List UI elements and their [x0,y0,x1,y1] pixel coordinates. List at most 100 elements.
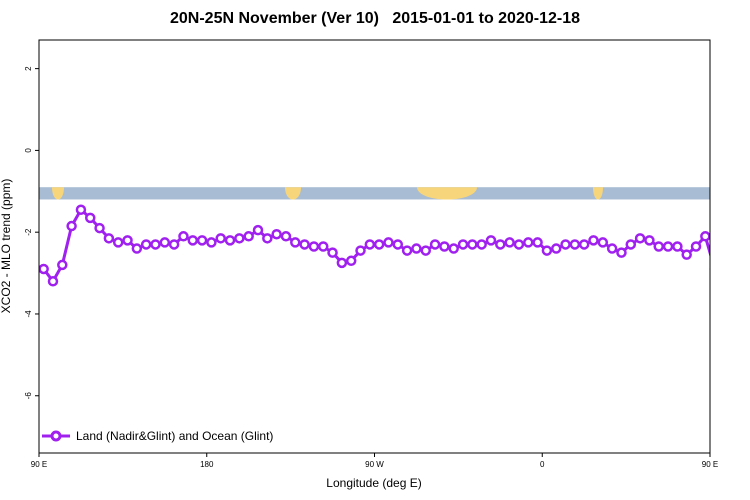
data-point [411,243,422,254]
data-point [401,245,413,256]
data-point [168,239,180,250]
data-point [299,239,310,250]
data-point [196,235,208,246]
y-tick-label: 2 [24,66,33,71]
map-strip-land [285,187,301,200]
data-point [85,212,96,224]
map-strip-ocean [39,187,710,200]
data-point [672,241,683,252]
data-point [569,239,581,250]
data-point [317,241,329,252]
data-point [681,249,692,260]
data-point [224,235,236,246]
map-strip-land [52,187,64,200]
world-map-strip [39,187,710,200]
data-point [662,241,674,252]
data-point [485,235,497,246]
data-point [644,235,655,246]
y-tick-label: -6 [24,392,33,400]
legend-marker [50,430,62,442]
data-point [112,237,124,248]
data-point [373,239,385,250]
y-tick-label: -2 [24,228,33,236]
data-point [532,237,543,248]
x-axis-label: Longitude (deg E) [326,476,421,490]
x-tick-label: 90 W [365,460,384,469]
data-point [523,237,534,248]
data-point [392,239,404,250]
data-point [159,237,171,248]
data-point [252,224,264,236]
chart-title: 20N-25N November (Ver 10) 2015-01-01 to … [170,10,580,27]
data-point [560,239,571,250]
data-point [290,237,301,248]
data-point [616,247,627,258]
data-point [327,247,338,258]
data-point [709,266,710,272]
y-tick-label: 0 [24,148,33,153]
data-point [606,243,618,254]
data-point [720,277,728,285]
data-point [495,239,506,250]
x-tick-label: 90 E [31,460,47,469]
data-point [513,239,525,250]
data-point [234,233,245,244]
data-point [700,231,710,242]
data-point [66,220,77,232]
data-point [140,239,152,250]
map-strip-land [417,187,477,200]
data-point [94,222,105,234]
data-point [243,231,254,242]
series-layer [39,204,747,287]
data-point [578,239,590,250]
data-point [383,237,394,248]
data-point [467,239,478,250]
data-point [57,259,68,271]
data-point [206,237,217,248]
legend-label: Land (Nadir&Glint) and Ocean (Glint) [76,429,273,443]
data-point [625,239,637,250]
data-point [271,228,282,240]
data-point [262,233,273,244]
y-axis-label: XCO2 - MLO trend (ppm) [0,179,13,314]
data-point [588,235,599,246]
data-point [729,261,737,269]
data-point [504,237,515,248]
map-strip-land [593,187,603,200]
x-tick-label: 90 E [702,460,718,469]
data-point [131,243,143,254]
data-point [420,245,432,256]
data-point [364,239,376,250]
data-point [355,245,366,256]
data-point [122,235,133,246]
data-point [634,233,646,244]
y-axis: 2 0 -2 -4 -6 [24,66,39,399]
data-point [448,243,459,254]
x-tick-label: 0 [540,460,545,469]
data-point [739,222,747,230]
legend: Land (Nadir&Glint) and Ocean (Glint) [42,429,273,443]
data-point [597,237,609,248]
data-point [308,241,320,252]
data-point [75,204,87,215]
data-point [47,276,59,287]
data-point [653,241,664,252]
data-point [150,239,161,250]
data-point [336,257,348,269]
data-point [429,239,441,250]
y-tick-label: -4 [24,310,33,318]
data-point [550,243,562,254]
data-point [280,231,292,242]
data-point [541,245,553,256]
data-point [690,241,702,252]
data-point [103,233,115,244]
data-point [476,239,487,250]
data-point [439,241,450,252]
x-tick-label: 180 [200,460,214,469]
data-point [178,231,189,242]
data-point [457,239,469,250]
data-point [39,263,49,275]
data-point [187,235,199,246]
